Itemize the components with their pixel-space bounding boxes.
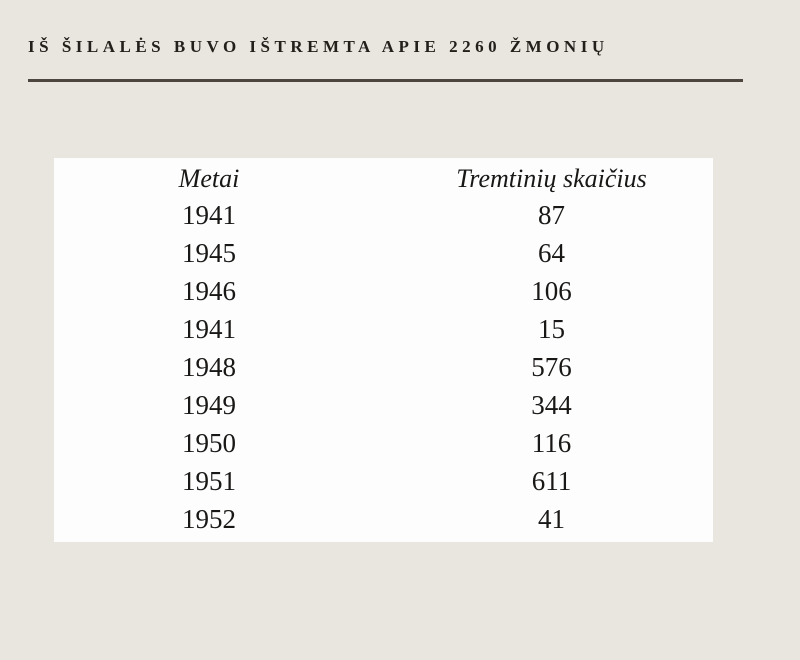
deportation-table: Metai Tremtinių skaičius 1941 87 1945 64 194… bbox=[54, 162, 713, 538]
year-cell: 1950 bbox=[182, 427, 236, 458]
table-body: 1941 87 1945 64 1946 106 1941 15 1948 576 1949 344 1… bbox=[54, 196, 713, 538]
year-cell: 1952 bbox=[182, 503, 236, 534]
count-cell: 611 bbox=[531, 465, 572, 496]
year-cell: 1945 bbox=[182, 237, 236, 268]
year-cell: 1949 bbox=[182, 389, 236, 420]
table-row: 1941 87 bbox=[54, 196, 713, 234]
table-header-row: Metai Tremtinių skaičius bbox=[54, 162, 713, 196]
year-cell: 1948 bbox=[182, 351, 236, 382]
deportation-table-card: Metai Tremtinių skaičius 1941 87 1945 64 194… bbox=[54, 158, 713, 542]
table-row: 1946 106 bbox=[54, 272, 713, 310]
table-row: 1948 576 bbox=[54, 348, 713, 386]
table-row: 1949 344 bbox=[54, 386, 713, 424]
count-column-header: Tremtinių skaičius bbox=[456, 164, 647, 193]
table-row: 1951 611 bbox=[54, 462, 713, 500]
count-cell: 576 bbox=[531, 351, 572, 382]
title-underline-rule bbox=[28, 79, 743, 82]
count-cell: 15 bbox=[538, 313, 565, 344]
table-row: 1950 116 bbox=[54, 424, 713, 462]
table-row: 1952 41 bbox=[54, 500, 713, 538]
count-cell: 41 bbox=[538, 503, 565, 534]
year-cell: 1946 bbox=[182, 275, 236, 306]
count-cell: 87 bbox=[538, 199, 565, 230]
count-cell: 344 bbox=[531, 389, 572, 420]
table-row: 1941 15 bbox=[54, 310, 713, 348]
year-cell: 1941 bbox=[182, 313, 236, 344]
year-column-header: Metai bbox=[178, 164, 240, 193]
year-cell: 1941 bbox=[182, 199, 236, 230]
page-title: IŠ ŠILALĖS BUVO IŠTREMTA APIE 2260 ŽMONI… bbox=[28, 37, 609, 56]
count-cell: 64 bbox=[538, 237, 565, 268]
year-cell: 1951 bbox=[182, 465, 236, 496]
count-cell: 116 bbox=[531, 427, 572, 458]
count-cell: 106 bbox=[531, 275, 572, 306]
table-row: 1945 64 bbox=[54, 234, 713, 272]
